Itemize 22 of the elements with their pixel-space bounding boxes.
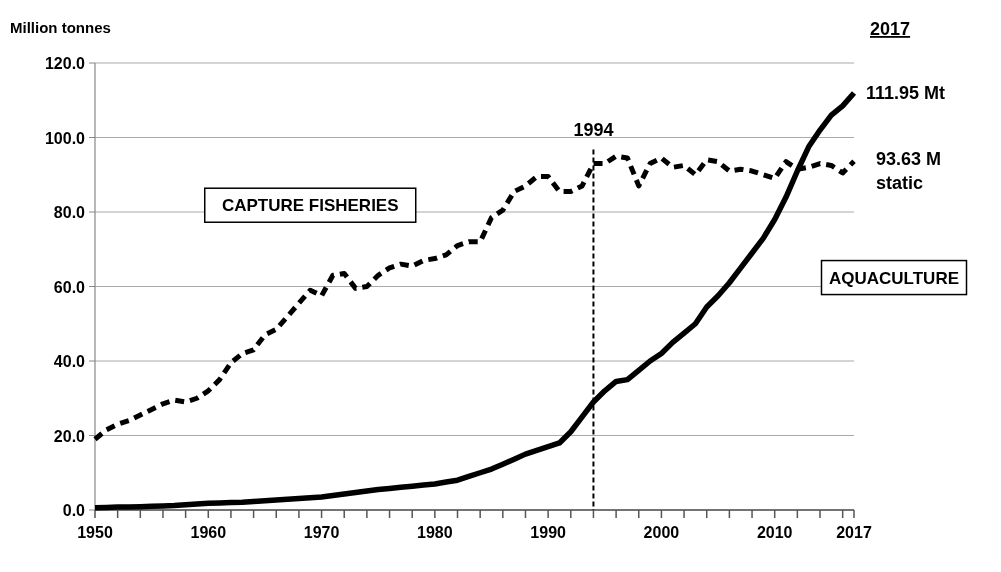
ref-line-label: 1994 bbox=[573, 119, 614, 140]
text: CAPTURE FISHERIES bbox=[221, 196, 399, 216]
x-tick-label: 1950 bbox=[77, 524, 113, 541]
y-tick-label: 60.0 bbox=[53, 278, 86, 296]
annotation: 111.95 Mt bbox=[866, 82, 946, 103]
x-tick-label: 1980 bbox=[417, 524, 453, 541]
x-tick-label: 2000 bbox=[643, 524, 680, 541]
y-tick-label: 80.0 bbox=[53, 204, 86, 221]
x-tick-label: 2010 bbox=[756, 524, 793, 541]
x-tick-label: 1990 bbox=[530, 524, 567, 541]
y-tick-label: 20.0 bbox=[53, 427, 86, 445]
text: AQUACULTURE bbox=[828, 268, 960, 288]
y-axis-title: Million tonnes bbox=[10, 19, 111, 36]
annotation: 93.63 M static bbox=[876, 149, 942, 194]
x-tick-label: 1970 bbox=[303, 524, 340, 541]
y-tick-label: 0.0 bbox=[62, 502, 86, 519]
y-tick-label: 120.0 bbox=[44, 55, 86, 72]
y-tick-label: 40.0 bbox=[53, 353, 86, 370]
text: 2017 bbox=[870, 19, 911, 39]
y-tick-label: 100.0 bbox=[44, 129, 86, 147]
x-tick-label: 2017 bbox=[836, 524, 872, 541]
x-tick-label: 1960 bbox=[190, 524, 227, 541]
